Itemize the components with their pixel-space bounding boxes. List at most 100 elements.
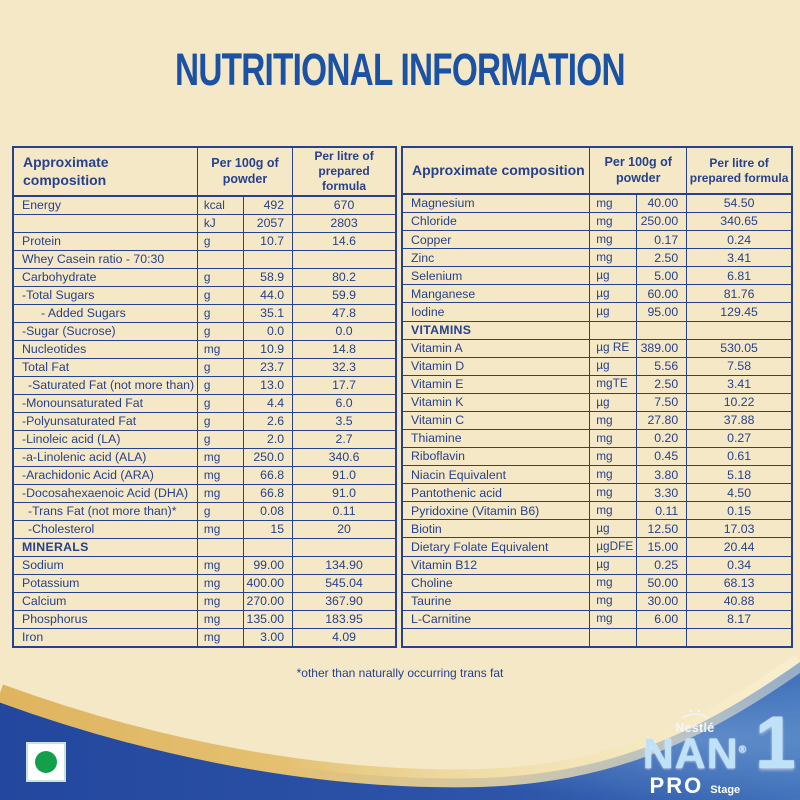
unit-value <box>589 628 636 646</box>
row-label: -Sugar (Sucrose) <box>22 324 116 339</box>
unit-value: µg <box>589 556 636 574</box>
per-100g-value: 2.6 <box>242 413 293 430</box>
unit-value: mgTE <box>589 375 636 393</box>
unit-value: mg <box>196 557 243 574</box>
row-label: Potassium <box>22 576 80 591</box>
per-100g-value: 0.25 <box>635 556 686 574</box>
table-row: Nucleotides mg 10.9 14.8 <box>14 340 395 358</box>
table-row: Vitamin B12 µg 0.25 0.34 <box>403 555 791 574</box>
table-row: L-Carnitine mg 6.00 8.17 <box>403 609 791 628</box>
per-100g-value: 23.7 <box>242 359 293 376</box>
row-label: Total Fat <box>22 360 70 375</box>
per-litre-value: 37.88 <box>686 411 791 430</box>
stage-number: 1 <box>754 701 796 784</box>
row-label: Riboflavin <box>411 449 465 464</box>
per-litre-value: 8.17 <box>686 610 791 628</box>
table-row: -Trans Fat (not more than)* g 0.08 0.11 <box>14 502 395 520</box>
row-label: VITAMINS <box>411 322 472 337</box>
green-dot-icon <box>35 751 57 773</box>
unit-value: g <box>196 323 243 340</box>
unit-value: µgDFE <box>589 538 636 556</box>
unit-value: g <box>196 359 243 376</box>
per-litre-value: 3.5 <box>292 413 395 430</box>
nan-text: NAN <box>642 729 739 778</box>
per-100g-value: 7.50 <box>635 393 686 411</box>
row-label: Magnesium <box>411 196 475 211</box>
unit-value: mg <box>196 593 243 610</box>
table-row: Carbohydrate g 58.9 80.2 <box>14 268 395 286</box>
table-row: -Polyunsaturated Fat g 2.6 3.5 <box>14 412 395 430</box>
unit-value <box>589 321 636 339</box>
unit-value: µg <box>589 520 636 538</box>
per-100g-value: 3.30 <box>635 484 686 502</box>
column-header-per-litre: Per litre of prepared formula <box>686 148 791 193</box>
table-row: Vitamin K µg 7.50 10.22 <box>403 392 791 411</box>
vegetarian-mark <box>26 742 66 782</box>
per-100g-value: 58.9 <box>242 269 293 286</box>
unit-value: mg <box>589 213 636 231</box>
per-100g-value: 3.00 <box>242 629 293 646</box>
table-row: -Saturated Fat (not more than) g 13.0 17.7 <box>14 376 395 394</box>
per-litre-value: 17.03 <box>686 520 791 538</box>
per-100g-value: 10.9 <box>242 341 293 358</box>
unit-value: mg <box>196 341 243 358</box>
table-header: Approximate composition Per 100g of powd… <box>403 148 791 195</box>
row-label: Energy <box>22 198 61 213</box>
unit-value: g <box>196 431 243 448</box>
row-label: -Trans Fat (not more than)* <box>28 504 177 519</box>
per-litre-value: 5.18 <box>686 466 791 484</box>
unit-value: µg <box>589 285 636 303</box>
per-litre-value: 40.88 <box>686 592 791 610</box>
table-row: Protein g 10.7 14.6 <box>14 232 395 250</box>
per-litre-value: 0.0 <box>292 323 395 340</box>
per-100g-value: 0.08 <box>242 503 293 520</box>
unit-value: g <box>196 395 243 412</box>
per-litre-value: 0.27 <box>686 430 791 448</box>
per-100g-value: 2.50 <box>635 249 686 267</box>
brand-logo: Nestlé NAN® PRO Stage 1 <box>636 701 796 798</box>
page-title-wrap: NUTRITIONAL INFORMATION <box>0 44 800 96</box>
table-row: - Added Sugars g 35.1 47.8 <box>14 304 395 322</box>
table-row: -Arachidonic Acid (ARA) mg 66.8 91.0 <box>14 466 395 484</box>
table-header: Approximate composition Per 100g of powd… <box>14 148 395 197</box>
table-row: Dietary Folate Equivalent µgDFE 15.00 20.44 <box>403 537 791 556</box>
per-100g-value: 270.00 <box>242 593 293 610</box>
unit-value: mg <box>196 629 243 646</box>
row-label: -Total Sugars <box>22 288 95 303</box>
row-label: Carbohydrate <box>22 270 97 285</box>
per-litre-value: 0.15 <box>686 502 791 520</box>
per-100g-value: 250.00 <box>635 213 686 231</box>
table-row: Biotin µg 12.50 17.03 <box>403 519 791 538</box>
per-100g-value: 5.56 <box>635 357 686 375</box>
per-100g-value: 2.0 <box>242 431 293 448</box>
per-litre-value: 6.81 <box>686 267 791 285</box>
row-label: Whey Casein ratio - 70:30 <box>22 252 165 267</box>
per-litre-value: 530.05 <box>686 339 791 357</box>
row-label <box>403 629 589 646</box>
nestle-nest-icon <box>681 709 709 719</box>
per-100g-value: 66.8 <box>242 467 293 484</box>
row-label: Phosphorus <box>22 612 88 627</box>
per-100g-value: 15.00 <box>635 538 686 556</box>
unit-value: µg <box>589 357 636 375</box>
table-row: Thiamine mg 0.20 0.27 <box>403 429 791 448</box>
per-litre-value: 6.0 <box>292 395 395 412</box>
table-row: Vitamin E mgTE 2.50 3.41 <box>403 374 791 393</box>
per-litre-value: 20.44 <box>686 538 791 556</box>
table-row: -Monounsaturated Fat g 4.4 6.0 <box>14 394 395 412</box>
row-label: -Docosahexaenoic Acid (DHA) <box>22 486 189 501</box>
row-label: Thiamine <box>411 431 462 446</box>
row-label: -Saturated Fat (not more than) <box>28 378 195 393</box>
nutrition-table-left: Approximate composition Per 100g of powd… <box>12 146 397 648</box>
table-row: Potassium mg 400.00 545.04 <box>14 574 395 592</box>
per-litre-value: 134.90 <box>292 557 395 574</box>
unit-value: mg <box>589 448 636 466</box>
per-litre-value: 47.8 <box>292 305 395 322</box>
table-row: Whey Casein ratio - 70:30 <box>14 250 395 268</box>
per-100g-value: 15 <box>242 521 293 538</box>
per-100g-value: 0.0 <box>242 323 293 340</box>
row-label: Sodium <box>22 558 64 573</box>
unit-value: g <box>196 269 243 286</box>
per-100g-value: 135.00 <box>242 611 293 628</box>
row-label: MINERALS <box>22 540 89 555</box>
